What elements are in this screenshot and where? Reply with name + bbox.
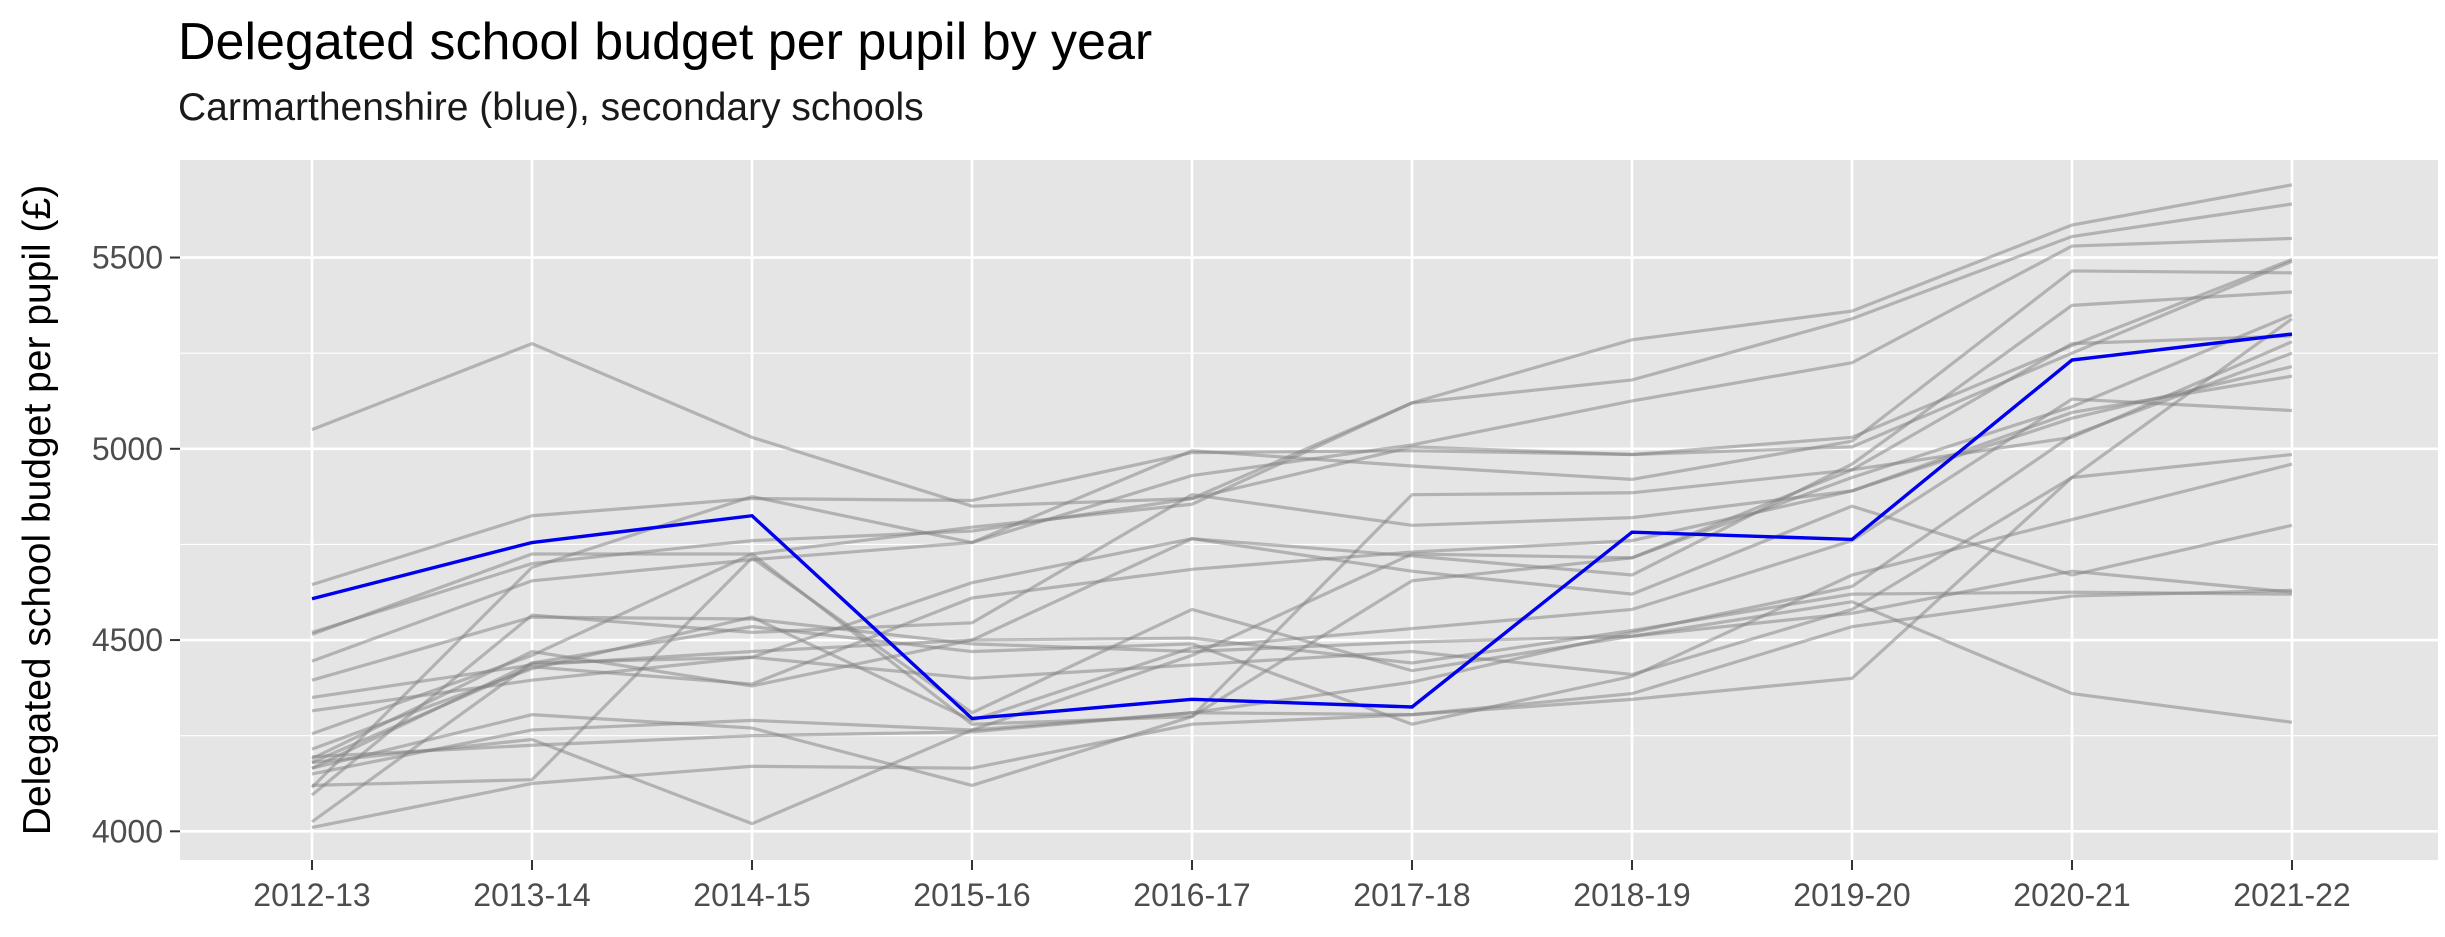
highlight-series: [311, 332, 2293, 721]
chart-title: Delegated school budget per pupil by yea…: [178, 13, 1153, 71]
y-tick-label: 4500: [92, 622, 163, 658]
series-line-16: [311, 452, 2293, 824]
series-line-11: [311, 364, 2293, 764]
series-line-22: [311, 504, 2293, 761]
series-line-21: [311, 397, 2293, 751]
series-line-4: [311, 202, 2293, 634]
x-tick-label: 2013-14: [473, 877, 590, 913]
y-tick-label: 5500: [92, 240, 163, 276]
series-line-19: [310, 269, 2293, 789]
y-axis-label: Delegated school budget per pupil (£): [16, 185, 59, 835]
series-line-5: [311, 236, 2293, 663]
x-tick-label: 2017-18: [1353, 877, 1470, 913]
series-line-12: [311, 313, 2293, 788]
x-tick-label: 2019-20: [1793, 877, 1910, 913]
series-line-1: [311, 257, 2293, 508]
y-tick-label: 5000: [92, 431, 163, 467]
series-line-10: [311, 588, 2293, 759]
highlight-series-line: [311, 332, 2293, 721]
series-line-18: [311, 334, 2293, 826]
x-tick-label: 2015-16: [913, 877, 1030, 913]
x-tick-label: 2021-22: [2233, 877, 2350, 913]
chart-subtitle: Carmarthenshire (blue), secondary school…: [178, 86, 924, 129]
x-tick-label: 2016-17: [1133, 877, 1250, 913]
series-line-7: [311, 590, 2293, 700]
x-axis: 2012-13 2013-14 2014-15 2015-16 2016-17 2017-…: [253, 860, 2351, 913]
series-line-17: [311, 317, 2293, 830]
series-line-3: [311, 183, 2293, 636]
y-tick-label: 4000: [92, 813, 163, 849]
y-axis: 4000 4500 5000 5500: [92, 240, 180, 849]
series-line-13: [311, 351, 2293, 776]
x-tick-label: 2012-13: [253, 877, 370, 913]
x-tick-label: 2014-15: [693, 877, 810, 913]
x-tick-label: 2020-21: [2013, 877, 2130, 913]
x-tick-label: 2018-19: [1573, 877, 1690, 913]
series-line-20: [311, 462, 2293, 770]
